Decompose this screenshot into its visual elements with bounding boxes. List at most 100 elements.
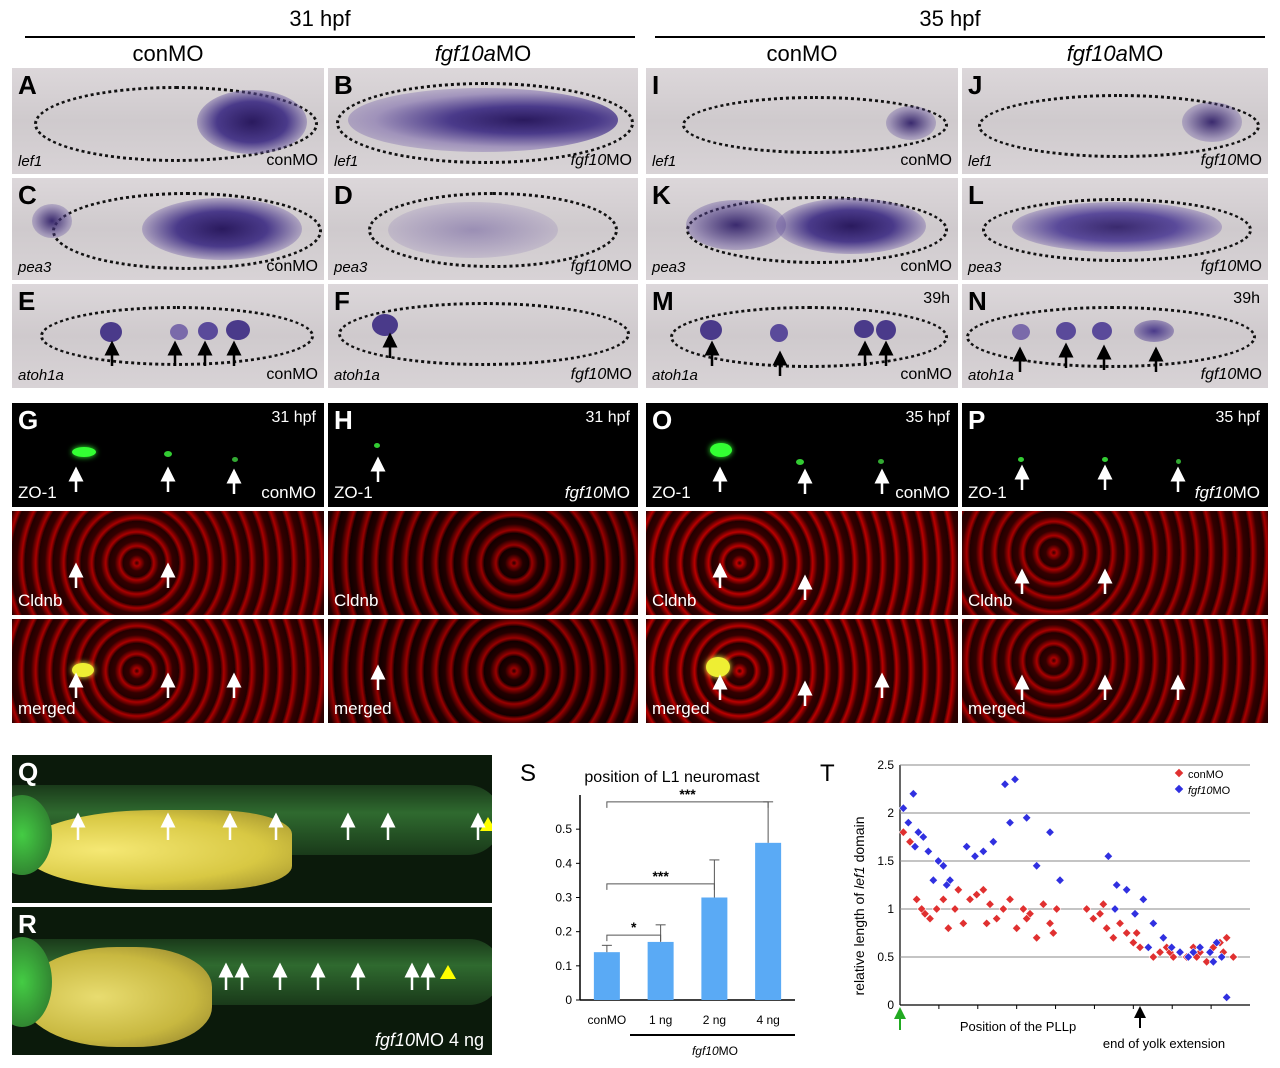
panel-Q: Q [12, 755, 492, 903]
scatter-point [1205, 947, 1215, 957]
scatter-point [1148, 918, 1158, 928]
scatter-point [1202, 957, 1212, 967]
scatter-point [1122, 928, 1132, 938]
scatter-point [1018, 904, 1028, 914]
panel-letter: P [968, 405, 986, 435]
scatter-point [1217, 952, 1227, 962]
bar [701, 897, 728, 1000]
scatter-point [1108, 933, 1118, 943]
chart-title: position of L1 neuromast [584, 769, 760, 786]
y-tick-label: 0 [565, 993, 572, 1007]
mo-label: fgf10MO [570, 152, 632, 169]
y-tick-label: 0.1 [555, 959, 572, 973]
y-tick-label: 0.5 [877, 950, 894, 964]
panel-O-merged: merged [646, 619, 958, 723]
stain-label: merged [18, 699, 76, 718]
header-35hpf-line [655, 36, 1265, 38]
gene-label: lef1 [18, 153, 43, 170]
stain-label: merged [652, 699, 710, 718]
triangle-icon [480, 817, 492, 831]
scatter-point [958, 918, 968, 928]
legend: conMO fgf10MO [1174, 768, 1231, 797]
gene-label: lef1 [968, 153, 993, 170]
panel-B: B lef1 fgf10MO [328, 68, 638, 174]
stain-label: ZO-1 [18, 483, 57, 502]
panel-A: A lef1 conMO [12, 68, 324, 174]
x-axis-label: Position of the PLLp [960, 1019, 1076, 1034]
panel-J: J lef1 fgf10MO [962, 68, 1268, 174]
panel-letter: K [652, 180, 671, 210]
scatter-point [965, 894, 975, 904]
y-tick-label: 1.5 [877, 854, 894, 868]
scatter-point [978, 846, 988, 856]
mo-label: conMO [900, 258, 952, 275]
scatter-point [1155, 947, 1165, 957]
panel-I: I lef1 conMO [646, 68, 958, 174]
scatter-point [908, 789, 918, 799]
scatter-point [1098, 899, 1108, 909]
significance-bracket [606, 801, 769, 808]
scatter-point [1183, 952, 1193, 962]
scatter-point [1012, 923, 1022, 933]
panel-letter: R [18, 909, 37, 939]
scatter-point [910, 842, 920, 852]
scatter-point [1055, 875, 1065, 885]
panel-H-cldnb: Cldnb [328, 511, 638, 615]
scatter-point [1088, 914, 1098, 924]
significance-bracket [606, 883, 715, 890]
panel-H-merged: merged [328, 619, 638, 723]
time-label: 39h [1233, 290, 1260, 307]
scatter-point [1122, 885, 1132, 895]
panel-letter: L [968, 180, 984, 210]
scatter-point [982, 918, 992, 928]
scatter-point [1188, 947, 1198, 957]
panel-letter: F [334, 286, 350, 316]
scatter-point [1032, 933, 1042, 943]
scatter-point [1103, 851, 1113, 861]
bar [647, 941, 674, 1000]
scatter-point [898, 827, 908, 837]
scatter-point [1005, 894, 1015, 904]
scatter-point [928, 875, 938, 885]
triangle-icon [440, 965, 456, 979]
scatter-point [1130, 909, 1140, 919]
scatter-point [1000, 779, 1010, 789]
mo-label: fgf10MO [1200, 366, 1262, 383]
scatter-point [998, 904, 1008, 914]
mo-label: fgf10MO [570, 258, 632, 275]
y-tick-label: 0 [887, 998, 894, 1012]
gene-label: pea3 [652, 259, 686, 276]
mo-label: conMO [266, 366, 318, 383]
scatter-point [925, 914, 935, 924]
scatter-point [1208, 957, 1218, 967]
scatter-point [1175, 947, 1185, 957]
gene-label: pea3 [968, 259, 1002, 276]
scatter-point [1022, 914, 1032, 924]
y-axis-label: relative length of lef1 domain [851, 816, 867, 995]
scatter-point [1032, 861, 1042, 871]
panel-S-letter: S [520, 760, 537, 787]
scatter-point [1112, 880, 1122, 890]
scatter-point [918, 832, 928, 842]
panel-letter: Q [18, 757, 39, 787]
gene-label: pea3 [334, 259, 368, 276]
scatter-point [1167, 942, 1177, 952]
panel-letter: O [652, 405, 673, 435]
scatter-point [1110, 904, 1120, 914]
y-tick-label: 2 [887, 806, 894, 820]
x-axis-note: end of yolk extension [1103, 1036, 1225, 1051]
scatter-point [1143, 942, 1153, 952]
header-31hpf-line [25, 36, 635, 38]
significance-label: *** [679, 786, 696, 802]
panel-N: N 39h atoh1a fgf10MO [962, 284, 1268, 388]
time-label: 35 hpf [905, 409, 950, 426]
panel-R: R fgf10MO 4 ng [12, 907, 492, 1055]
significance-bracket [606, 934, 662, 942]
scatter-point [913, 827, 923, 837]
y-tick-label: 0.3 [555, 891, 572, 905]
stain-label: Cldnb [18, 591, 63, 610]
scatter-point [1132, 928, 1142, 938]
scatter-point [1095, 909, 1105, 919]
scatter-point [1010, 774, 1020, 784]
stain-label: Cldnb [652, 591, 697, 610]
